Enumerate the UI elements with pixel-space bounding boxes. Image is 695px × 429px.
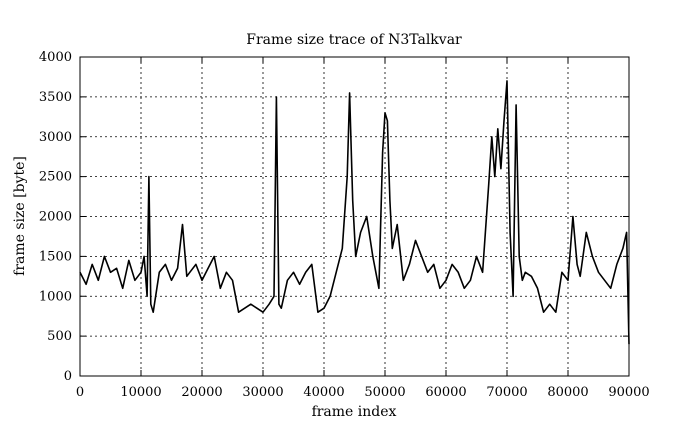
x-tick-label: 40000 bbox=[303, 385, 344, 400]
frame-size-series-line bbox=[79, 80, 630, 345]
y-tick-label: 1500 bbox=[39, 249, 72, 264]
y-tick-label: 1000 bbox=[39, 289, 72, 304]
series-layer bbox=[79, 80, 630, 345]
x-tick-label: 80000 bbox=[547, 385, 588, 400]
chart-title: Frame size trace of N3Talkvar bbox=[246, 32, 462, 48]
x-axis-label: frame index bbox=[312, 404, 397, 420]
grid-layer bbox=[80, 57, 629, 376]
y-tick-label: 2000 bbox=[39, 210, 72, 225]
x-tick-label: 20000 bbox=[181, 385, 222, 400]
y-axis-label: frame size [byte] bbox=[12, 156, 28, 276]
x-tick-label: 10000 bbox=[120, 385, 161, 400]
y-tick-label: 0 bbox=[64, 369, 72, 384]
x-tick-label: 0 bbox=[76, 385, 84, 400]
y-tick-label: 3500 bbox=[39, 90, 72, 105]
x-tick-label: 90000 bbox=[608, 385, 649, 400]
y-tick-label: 500 bbox=[47, 329, 72, 344]
y-tick-label: 2500 bbox=[39, 170, 72, 185]
x-tick-label: 70000 bbox=[486, 385, 527, 400]
x-tick-label: 50000 bbox=[364, 385, 405, 400]
y-tick-label: 4000 bbox=[39, 50, 72, 65]
y-tick-label: 3000 bbox=[39, 130, 72, 145]
x-tick-label: 60000 bbox=[425, 385, 466, 400]
x-tick-label: 30000 bbox=[242, 385, 283, 400]
